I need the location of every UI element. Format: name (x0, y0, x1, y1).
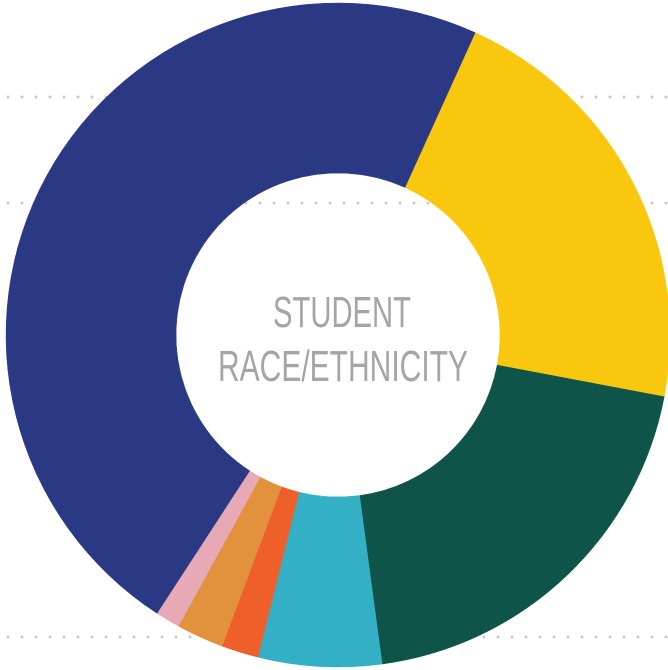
center-label: RACE/ETHNICITY (218, 342, 468, 391)
donut-slice (404, 32, 668, 398)
center-label: STUDENT (273, 288, 411, 337)
donut-slice (359, 364, 665, 665)
donut (5, 2, 668, 668)
donut-slice (5, 2, 476, 614)
